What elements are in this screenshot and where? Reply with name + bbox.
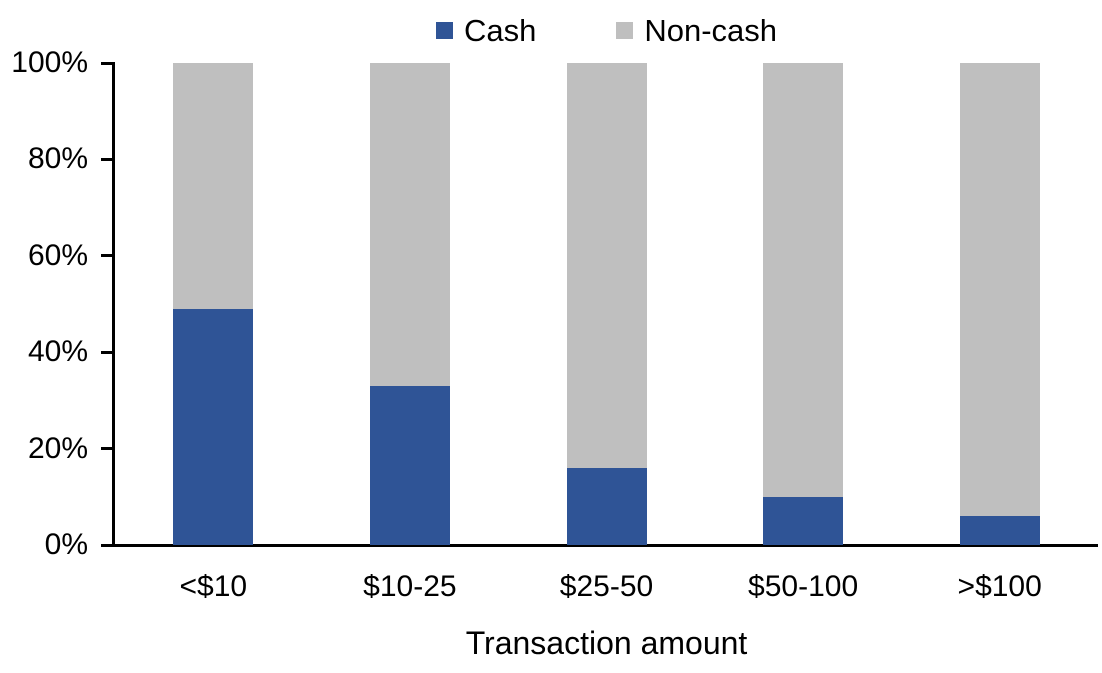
legend-item-cash: Cash [435,12,537,48]
bar-segment-noncash [763,63,844,497]
bar-segment-cash [959,516,1040,545]
y-axis-tick [101,157,113,161]
y-axis-line [112,62,115,547]
y-axis-tick [101,350,113,354]
bar-segment-noncash [369,63,450,386]
y-axis-tick [101,254,113,258]
bar-segment-cash [763,496,844,545]
legend-label: Non-cash [644,12,778,48]
y-axis-tick-label: 60% [27,238,88,272]
legend-label: Cash [463,12,537,48]
legend: Cash Non-cash [115,10,1098,50]
x-axis-category-label: $25-50 [559,570,654,603]
bar-segment-noncash [173,63,254,309]
y-axis-tick-label: 40% [27,335,88,369]
legend-swatch-icon [435,21,453,39]
bar-segment-noncash [566,63,647,468]
bar-segment-noncash [959,63,1040,517]
x-axis-line [103,544,1098,547]
y-axis-tick-label: 80% [27,142,88,176]
y-axis-tick [101,61,113,65]
x-axis-category-label: >$100 [957,570,1042,603]
x-axis-title: Transaction amount [465,625,748,661]
bar-segment-cash [173,308,254,545]
x-axis-category-label: $50-100 [748,570,859,603]
y-axis-tick-label: 0% [44,528,88,561]
y-axis-tick-label: 20% [27,431,88,465]
bar-segment-cash [369,385,450,545]
y-axis-tick [101,447,113,451]
legend-item-non-cash: Non-cash [616,15,777,46]
x-axis-category-label: $10-25 [363,570,457,603]
x-axis-category-label: <$10 [179,570,248,603]
legend-swatch-icon [616,21,634,39]
bar-segment-cash [566,467,647,545]
y-axis-tick-label: 100% [11,46,88,79]
